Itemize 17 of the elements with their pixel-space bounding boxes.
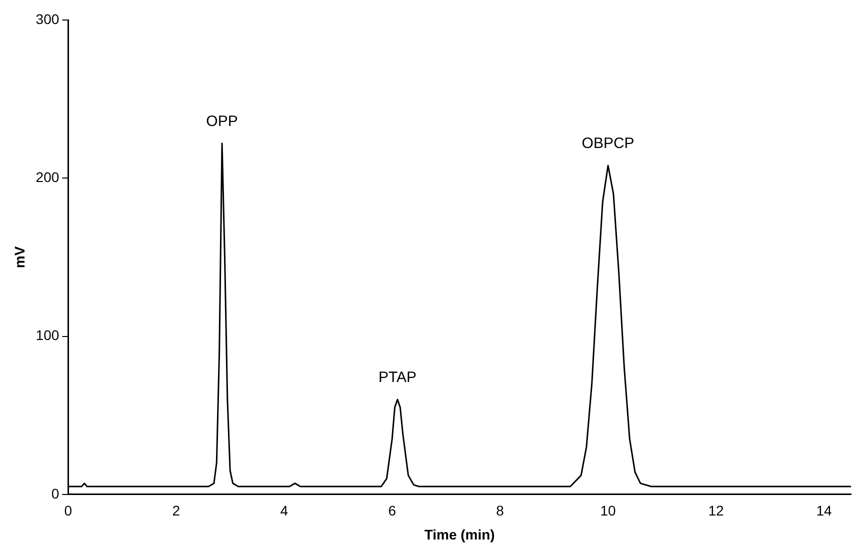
annotation: OPP bbox=[206, 112, 238, 130]
y-tick-label: 100 bbox=[36, 327, 60, 344]
x-tick-label: 6 bbox=[388, 502, 396, 519]
x-tick-label: 4 bbox=[280, 502, 288, 519]
x-axis-title: Time (min) bbox=[424, 526, 495, 542]
x-tick-label: 14 bbox=[816, 502, 832, 519]
y-tick-label: 300 bbox=[36, 10, 60, 27]
x-tick-label: 0 bbox=[64, 502, 72, 519]
y-axis-title: mV bbox=[11, 246, 28, 268]
y-tick-label: 0 bbox=[51, 485, 60, 502]
x-tick-label: 10 bbox=[600, 502, 616, 519]
x-tick-label: 2 bbox=[172, 502, 180, 519]
x-tick-label: 8 bbox=[496, 502, 504, 519]
annotation: OBPCP bbox=[582, 135, 634, 152]
annotation: PTAP bbox=[378, 369, 417, 386]
y-tick-label: 200 bbox=[36, 168, 60, 185]
x-tick-label: 12 bbox=[708, 502, 724, 519]
